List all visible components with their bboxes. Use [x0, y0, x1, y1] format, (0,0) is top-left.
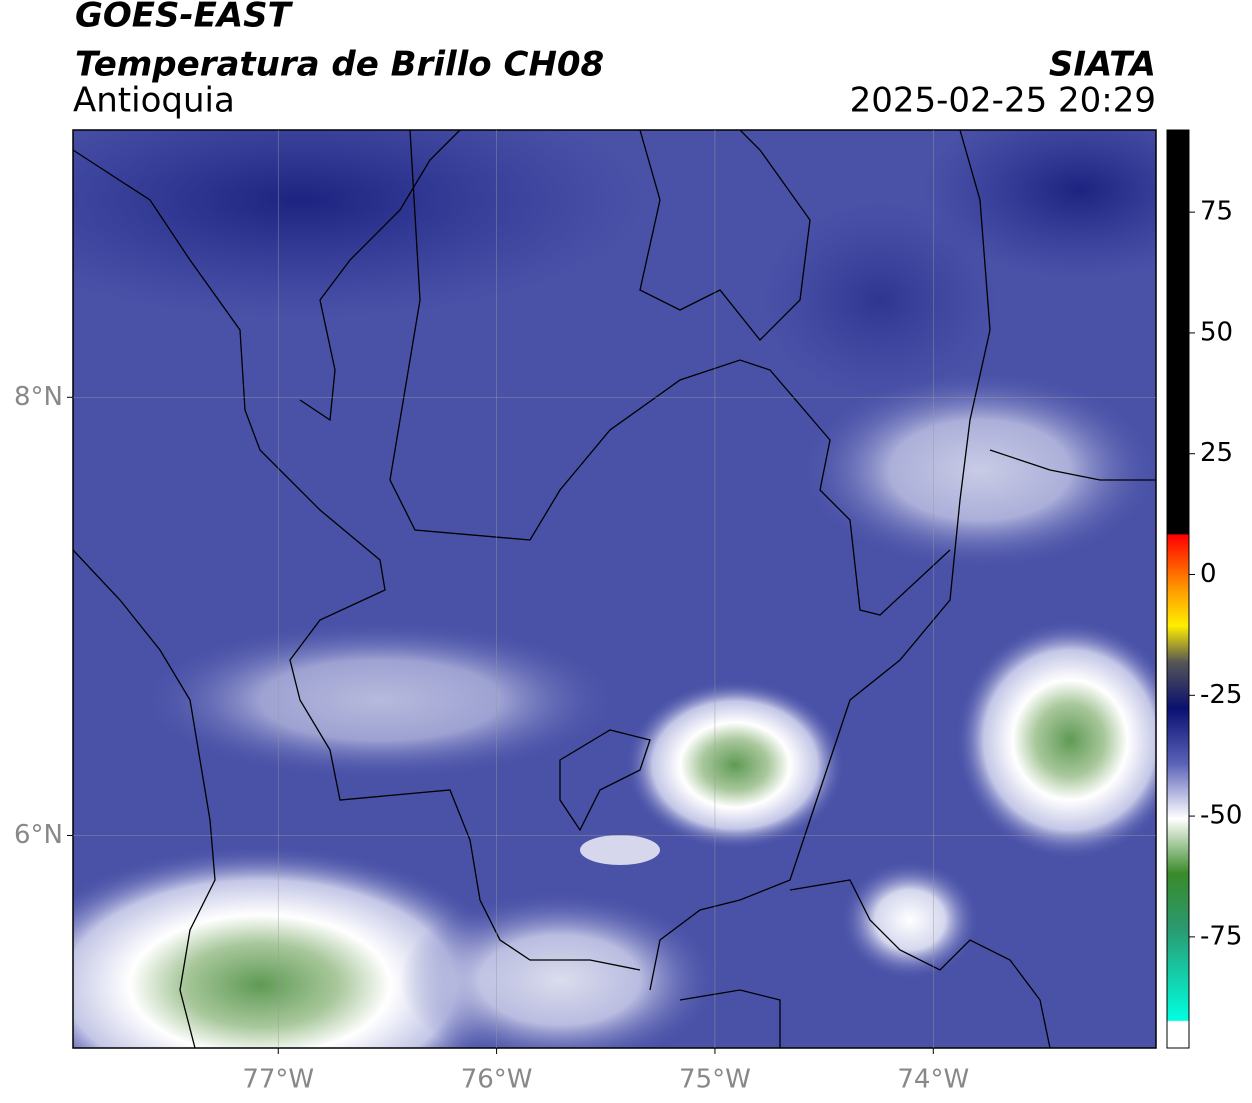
- colorbar: [1166, 129, 1190, 1049]
- colorbar-tick-label: -75: [1200, 921, 1242, 951]
- map-imagery: [73, 130, 1156, 1048]
- colorbar-tick-label: 25: [1200, 438, 1233, 468]
- region: Antioquia: [73, 81, 235, 121]
- colorbar-tick-label: -25: [1200, 680, 1242, 710]
- y-tick-label: 6°N: [14, 820, 63, 850]
- subtitle: Temperatura de Brillo CH08: [75, 45, 604, 85]
- x-tick-label: 77°W: [242, 1065, 314, 1095]
- x-tick-label: 75°W: [679, 1065, 751, 1095]
- x-tick-label: 74°W: [897, 1065, 969, 1095]
- map-frame: [72, 129, 1157, 1049]
- timestamp: 2025-02-25 20:29: [850, 81, 1156, 121]
- colorbar-tick-label: 50: [1200, 317, 1233, 347]
- colorbar-tick-label: 75: [1200, 197, 1233, 227]
- x-tick-label: 76°W: [461, 1065, 533, 1095]
- y-tick-label: 8°N: [14, 382, 63, 412]
- colorbar-tick-label: -50: [1200, 801, 1242, 831]
- colorbar-tick-label: 0: [1200, 559, 1217, 589]
- organization: SIATA: [1049, 45, 1156, 85]
- title: GOES-EAST: [75, 0, 294, 36]
